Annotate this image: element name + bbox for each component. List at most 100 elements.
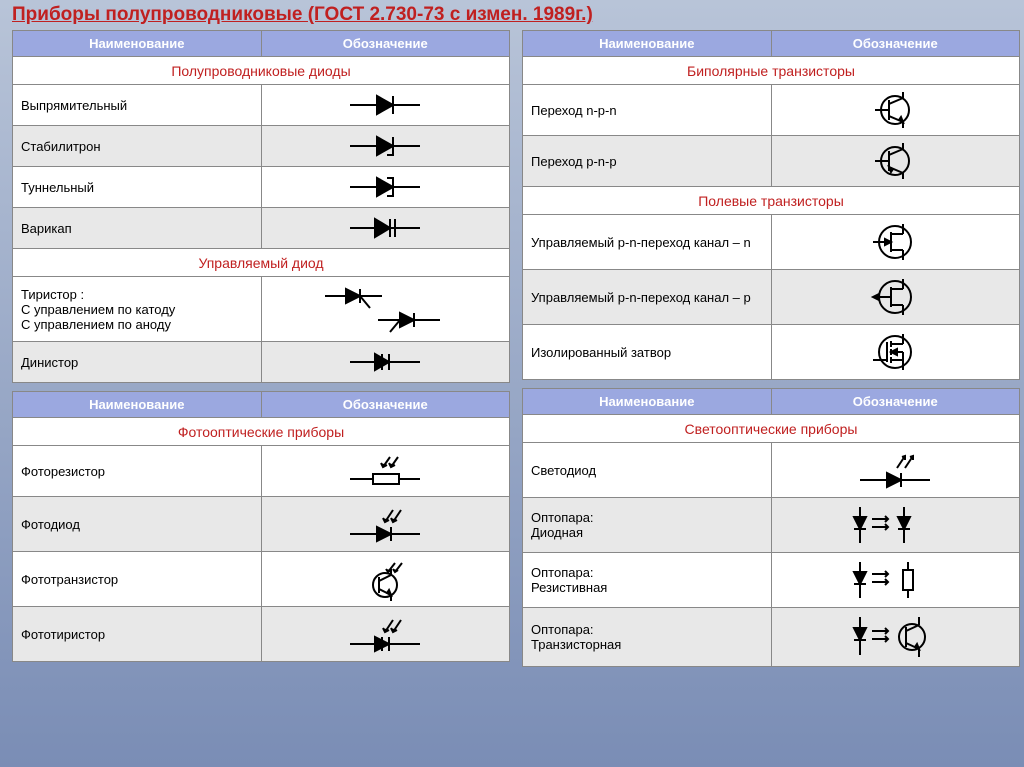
row-name: Изолированный затвор (523, 325, 772, 380)
col-header-name: Наименование (13, 31, 262, 57)
table-row: Фототиристор (13, 607, 510, 662)
jfet-p-icon (855, 275, 935, 319)
row-name: Управляемый p-n-переход канал – n (523, 215, 772, 270)
row-symbol (261, 607, 510, 662)
row-symbol (261, 85, 510, 126)
row-name: Фототранзистор (13, 552, 262, 607)
row-name: Оптопара: Транзисторная (523, 608, 772, 667)
table-row: Фотодиод (13, 497, 510, 552)
row-symbol (771, 85, 1020, 136)
table-row: Управляемый p-n-переход канал – n (523, 215, 1020, 270)
led-icon (845, 448, 945, 492)
table-diodes: Наименование Обозначение Полупроводников… (12, 30, 510, 383)
table-row: Оптопара: Диодная (523, 498, 1020, 553)
row-name: Туннельный (13, 167, 262, 208)
jfet-n-icon (855, 220, 935, 264)
table-row: Оптопара: Резистивная (523, 553, 1020, 608)
varicap-icon (335, 213, 435, 243)
col-header-symbol: Обозначение (771, 31, 1020, 57)
table-header-row: Наименование Обозначение (13, 392, 510, 418)
diode-icon (335, 90, 435, 120)
table-row: Выпрямительный (13, 85, 510, 126)
pnp-icon (855, 141, 935, 181)
table-row: Управляемый p-n-переход канал – p (523, 270, 1020, 325)
row-name: Оптопара: Диодная (523, 498, 772, 553)
row-name: Управляемый p-n-переход канал – p (523, 270, 772, 325)
row-name: Фотодиод (13, 497, 262, 552)
row-name: Светодиод (523, 443, 772, 498)
row-symbol (771, 498, 1020, 553)
row-symbol (261, 277, 510, 342)
col-header-symbol: Обозначение (261, 31, 510, 57)
row-name: Фототиристор (13, 607, 262, 662)
thyristor-pair-icon (320, 282, 450, 336)
table-row: Варикап (13, 208, 510, 249)
section-title: Полевые транзисторы (523, 187, 1020, 215)
row-name: Тиристор : С управлением по катоду С упр… (13, 277, 262, 342)
col-header-symbol: Обозначение (771, 389, 1020, 415)
table-row: Светодиод (523, 443, 1020, 498)
table-row: Фототранзистор (13, 552, 510, 607)
table-transistors: Наименование Обозначение Биполярные тран… (522, 30, 1020, 380)
row-symbol (771, 270, 1020, 325)
section-title: Полупроводниковые диоды (13, 57, 510, 85)
section-title: Светооптические приборы (523, 415, 1020, 443)
table-row: Стабилитрон (13, 126, 510, 167)
row-symbol (771, 443, 1020, 498)
section-title: Фотооптические приборы (13, 418, 510, 446)
table-row: Фоторезистор (13, 446, 510, 497)
opto-transistor-icon (830, 613, 960, 661)
row-symbol (771, 608, 1020, 667)
table-row: Переход n-p-n (523, 85, 1020, 136)
table-row: Динистор (13, 342, 510, 383)
table-row: Туннельный (13, 167, 510, 208)
columns-container: Наименование Обозначение Полупроводников… (12, 30, 1020, 675)
page-title: Приборы полупроводниковые (ГОСТ 2.730-73… (12, 4, 1020, 26)
row-symbol (771, 325, 1020, 380)
table-header-row: Наименование Обозначение (523, 31, 1020, 57)
table-row: Изолированный затвор (523, 325, 1020, 380)
tunnel-diode-icon (335, 172, 435, 202)
mosfet-icon (855, 330, 935, 374)
right-column: Наименование Обозначение Биполярные тран… (522, 30, 1020, 675)
row-symbol (261, 497, 510, 552)
row-symbol (261, 167, 510, 208)
row-name: Варикап (13, 208, 262, 249)
row-symbol (261, 208, 510, 249)
row-symbol (261, 446, 510, 497)
col-header-name: Наименование (523, 31, 772, 57)
dinistor-icon (335, 347, 435, 377)
row-name: Переход n-p-n (523, 85, 772, 136)
row-name: Переход p-n-p (523, 136, 772, 187)
left-column: Наименование Обозначение Полупроводников… (12, 30, 510, 675)
photo-thyristor-icon (335, 612, 435, 656)
row-name: Стабилитрон (13, 126, 262, 167)
row-symbol (261, 552, 510, 607)
table-header-row: Наименование Обозначение (523, 389, 1020, 415)
row-symbol (771, 136, 1020, 187)
table-row: Оптопара: Транзисторная (523, 608, 1020, 667)
row-symbol (771, 215, 1020, 270)
table-opto: Наименование Обозначение Светооптические… (522, 388, 1020, 667)
section-title: Биполярные транзисторы (523, 57, 1020, 85)
zener-icon (335, 131, 435, 161)
col-header-name: Наименование (523, 389, 772, 415)
row-name: Оптопара: Резистивная (523, 553, 772, 608)
opto-resistor-icon (830, 558, 960, 602)
table-row: Тиристор : С управлением по катоду С упр… (13, 277, 510, 342)
row-name: Динистор (13, 342, 262, 383)
row-name: Выпрямительный (13, 85, 262, 126)
table-header-row: Наименование Обозначение (13, 31, 510, 57)
col-header-symbol: Обозначение (261, 392, 510, 418)
opto-diode-icon (830, 503, 960, 547)
row-symbol (261, 126, 510, 167)
photo-transistor-icon (335, 557, 435, 601)
col-header-name: Наименование (13, 392, 262, 418)
row-name: Фоторезистор (13, 446, 262, 497)
photo-diode-icon (335, 502, 435, 546)
section-title: Управляемый диод (13, 249, 510, 277)
npn-icon (855, 90, 935, 130)
row-symbol (261, 342, 510, 383)
photo-resistor-icon (335, 451, 435, 491)
table-row: Переход p-n-p (523, 136, 1020, 187)
